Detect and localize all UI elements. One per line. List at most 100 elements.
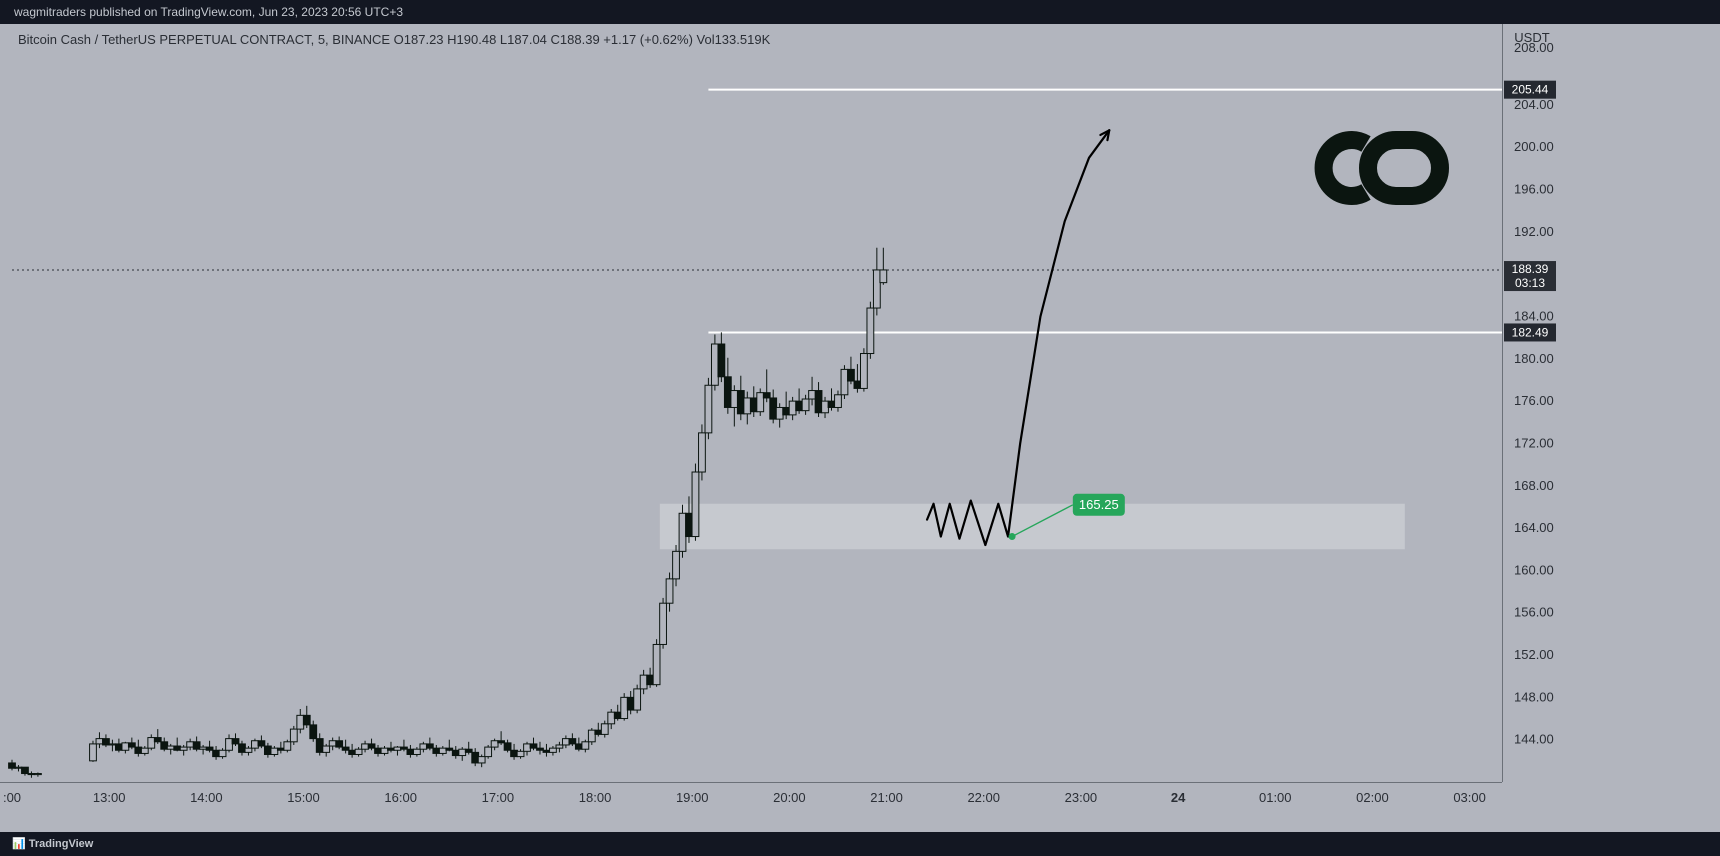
candle: [763, 393, 770, 398]
y-tick-ghost: 208.00: [1514, 40, 1554, 55]
candle: [796, 401, 803, 411]
candle: [401, 747, 408, 749]
candle: [349, 750, 356, 754]
candle: [705, 385, 712, 433]
candle: [848, 369, 855, 381]
candle: [537, 748, 544, 750]
candle: [880, 270, 887, 283]
candle: [362, 744, 369, 749]
x-tick: 18:00: [579, 790, 612, 805]
candle: [679, 513, 686, 551]
candle: [148, 738, 155, 749]
candle: [783, 407, 790, 414]
tradingview-brand: 📊 TradingView: [12, 838, 93, 850]
candle: [841, 369, 848, 394]
candle: [426, 744, 433, 748]
y-tick: 196.00: [1514, 182, 1554, 197]
candle: [239, 744, 246, 752]
candle: [420, 744, 427, 749]
y-tick: 200.00: [1514, 139, 1554, 154]
candle: [465, 749, 472, 752]
hline-label: 182.49: [1512, 325, 1549, 339]
x-tick: 15:00: [287, 790, 320, 805]
y-tick: 172.00: [1514, 435, 1554, 450]
y-tick: 192.00: [1514, 224, 1554, 239]
candle: [15, 767, 22, 768]
current-price: 188.39: [1512, 262, 1549, 276]
projection-arrow: [927, 130, 1109, 545]
candle: [595, 730, 602, 734]
y-tick: 152.00: [1514, 647, 1554, 662]
x-tick: 19:00: [676, 790, 709, 805]
x-tick: 16:00: [384, 790, 417, 805]
candle: [439, 748, 446, 753]
candle: [485, 747, 492, 757]
candle: [329, 741, 336, 746]
candle: [867, 308, 874, 353]
candle: [686, 513, 693, 536]
candle: [666, 579, 673, 603]
candle: [724, 377, 731, 408]
x-tick: :00: [3, 790, 21, 805]
x-tick: 22:00: [967, 790, 1000, 805]
candle: [128, 743, 135, 747]
candle: [562, 739, 569, 745]
candle: [96, 739, 103, 744]
candle: [575, 744, 582, 749]
candle: [744, 398, 751, 414]
candle: [731, 391, 738, 408]
candle: [9, 763, 16, 768]
candle: [316, 739, 323, 753]
candle: [252, 741, 259, 748]
candle: [310, 725, 317, 739]
candle: [135, 747, 142, 753]
candle: [375, 748, 382, 753]
candle: [517, 751, 524, 756]
candle: [368, 744, 375, 748]
candle: [180, 747, 187, 750]
y-tick: 176.00: [1514, 393, 1554, 408]
candle: [174, 746, 181, 750]
candle: [161, 742, 168, 749]
y-tick: 180.00: [1514, 351, 1554, 366]
watermark-logo: [1324, 140, 1440, 196]
candle: [809, 391, 816, 399]
candle: [413, 749, 420, 754]
candle: [219, 750, 226, 756]
candle: [524, 744, 531, 751]
candle: [232, 739, 239, 744]
candle: [822, 401, 829, 413]
candle: [511, 750, 518, 756]
candle: [122, 743, 129, 750]
candle: [446, 748, 453, 750]
publisher-text: wagmitraders published on TradingView.co…: [14, 5, 403, 19]
candle: [556, 745, 563, 748]
candle: [634, 689, 641, 710]
candle: [264, 746, 271, 754]
candle: [200, 747, 207, 749]
candle: [452, 750, 459, 755]
y-tick: 148.00: [1514, 689, 1554, 704]
candle: [873, 270, 880, 308]
candle: [277, 748, 284, 750]
price-callout-text: 165.25: [1079, 497, 1119, 512]
candle: [187, 742, 194, 747]
candle: [22, 767, 29, 773]
candle: [323, 746, 330, 752]
candle: [621, 697, 628, 718]
candle: [141, 748, 148, 753]
candle: [394, 747, 401, 750]
candle: [478, 757, 485, 763]
candle: [608, 712, 615, 724]
candle: [789, 401, 796, 415]
chart-area[interactable]: 165.25USDT208.00144.00148.00152.00156.00…: [0, 24, 1720, 832]
candle: [284, 742, 291, 750]
candle: [854, 381, 861, 388]
hline-label: 205.44: [1512, 83, 1549, 97]
candle: [828, 401, 835, 407]
candle: [757, 393, 764, 412]
candle: [433, 748, 440, 753]
candle: [167, 746, 174, 749]
candle: [711, 344, 718, 385]
y-tick: 184.00: [1514, 308, 1554, 323]
